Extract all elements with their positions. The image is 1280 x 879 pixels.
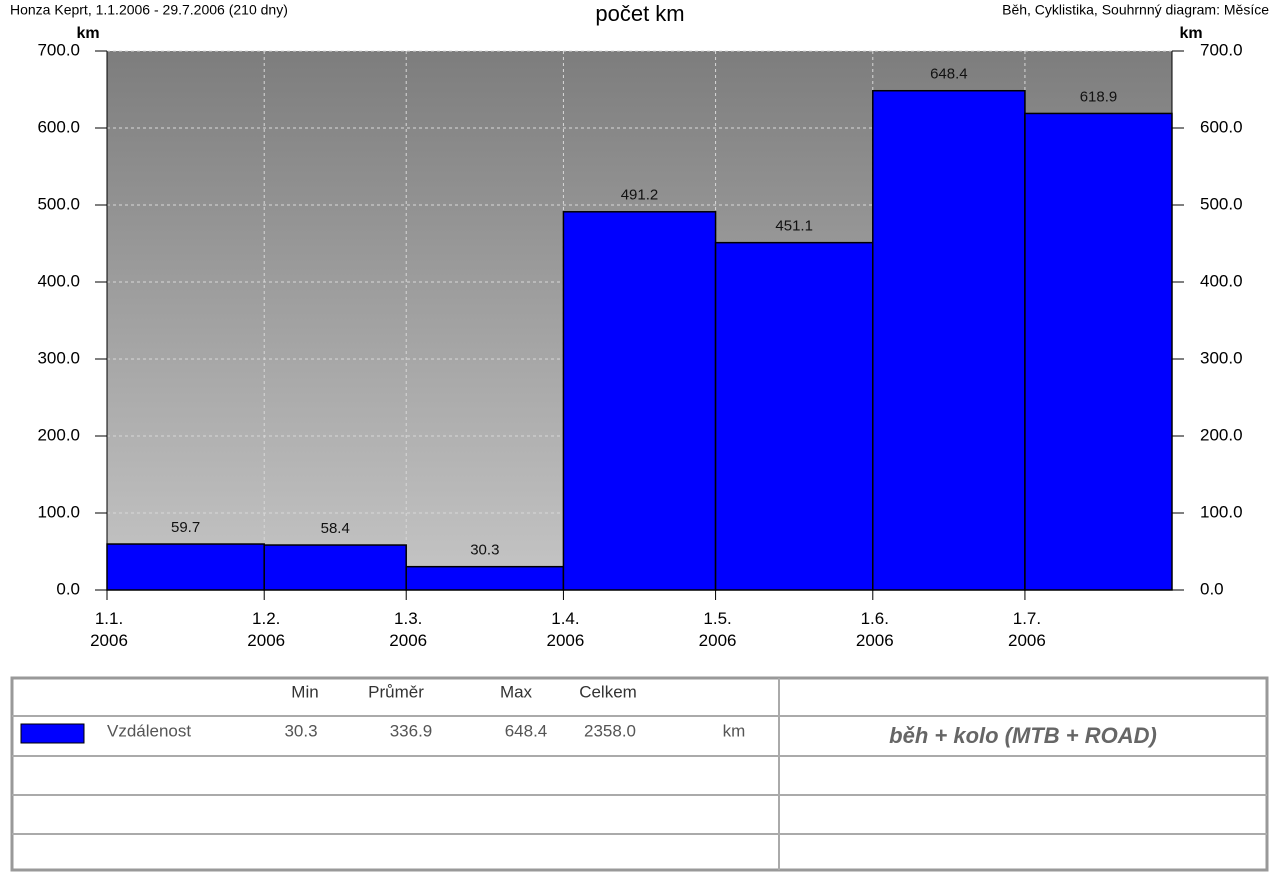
column-header: Průměr [368, 682, 424, 701]
bar-value-label: 58.4 [321, 520, 350, 537]
header-right: Běh, Cyklistika, Souhrnný diagram: Měsíc… [1002, 2, 1269, 18]
x-tick-label: 1.5. 2006 [699, 609, 737, 650]
bar [714, 241, 874, 591]
cell-value: 648.4 [505, 721, 548, 740]
y-tick-label: 0.0 [56, 579, 80, 598]
bar-value-label: 451.1 [775, 218, 813, 235]
table-note: běh + kolo (MTB + ROAD) [889, 723, 1157, 748]
bar-value-label: 648.4 [930, 66, 968, 83]
y2-tick-label: 200.0 [1200, 425, 1243, 444]
legend-swatch [20, 723, 85, 744]
y2-tick-label: 0.0 [1200, 579, 1224, 598]
column-header: Min [291, 682, 318, 701]
bar-value-label: 618.9 [1080, 88, 1118, 105]
header-left: Honza Keprt, 1.1.2006 - 29.7.2006 (210 d… [10, 2, 288, 18]
y2-tick-label: 500.0 [1200, 194, 1243, 213]
x-tick-label: 1.2. 2006 [247, 609, 285, 650]
y-tick-label: 600.0 [37, 117, 80, 136]
y-tick-label: 700.0 [37, 40, 80, 59]
legend-table: běh + kolo (MTB + ROAD) Min Průměr Max Celk… [10, 676, 1269, 872]
cell-value: 336.9 [390, 721, 433, 740]
y-tick-label: 500.0 [37, 194, 80, 213]
y-tick-label: 400.0 [37, 271, 80, 290]
axes: 0.0 0.0 100.0 100.0 200.0 200.0 300.0 300.0 400.… [37, 40, 1242, 650]
x-tick-label: 1.1. 2006 [90, 609, 128, 650]
y2-tick-label: 600.0 [1200, 117, 1243, 136]
bar [405, 565, 565, 591]
bar [263, 544, 407, 591]
bar-value-label: 491.2 [621, 187, 659, 204]
cell-value: 30.3 [284, 721, 317, 740]
bar [562, 211, 717, 591]
column-header: Max [500, 682, 533, 701]
row-name: Vzdálenost [107, 721, 191, 740]
y2-axis-unit: km [1179, 25, 1202, 42]
bar [106, 543, 265, 591]
x-tick-label: 1.6. 2006 [856, 609, 894, 650]
y-axis-unit: km [76, 25, 99, 42]
x-tick-label: 1.4. 2006 [547, 609, 585, 650]
row-unit: km [723, 721, 746, 740]
y2-tick-label: 100.0 [1200, 502, 1243, 521]
x-tick-label: 1.3. 2006 [389, 609, 427, 650]
y2-tick-label: 700.0 [1200, 40, 1243, 59]
bar-value-label: 30.3 [470, 542, 499, 559]
cell-value: 2358.0 [584, 721, 636, 740]
y-tick-label: 300.0 [37, 348, 80, 367]
y2-tick-label: 300.0 [1200, 348, 1243, 367]
bar [1024, 112, 1173, 591]
bars: 59.7 58.4 30.3 491.2 451.1 648.4 618.9 [106, 66, 1173, 591]
chart-title: počet km [595, 1, 684, 26]
y-tick-label: 200.0 [37, 425, 80, 444]
bar [872, 89, 1026, 591]
y2-tick-label: 400.0 [1200, 271, 1243, 290]
x-tick-label: 1.7. 2006 [1008, 609, 1046, 650]
table-border [10, 676, 1269, 872]
bar-value-label: 59.7 [171, 519, 200, 536]
y-tick-label: 100.0 [37, 502, 80, 521]
column-header: Celkem [579, 682, 637, 701]
